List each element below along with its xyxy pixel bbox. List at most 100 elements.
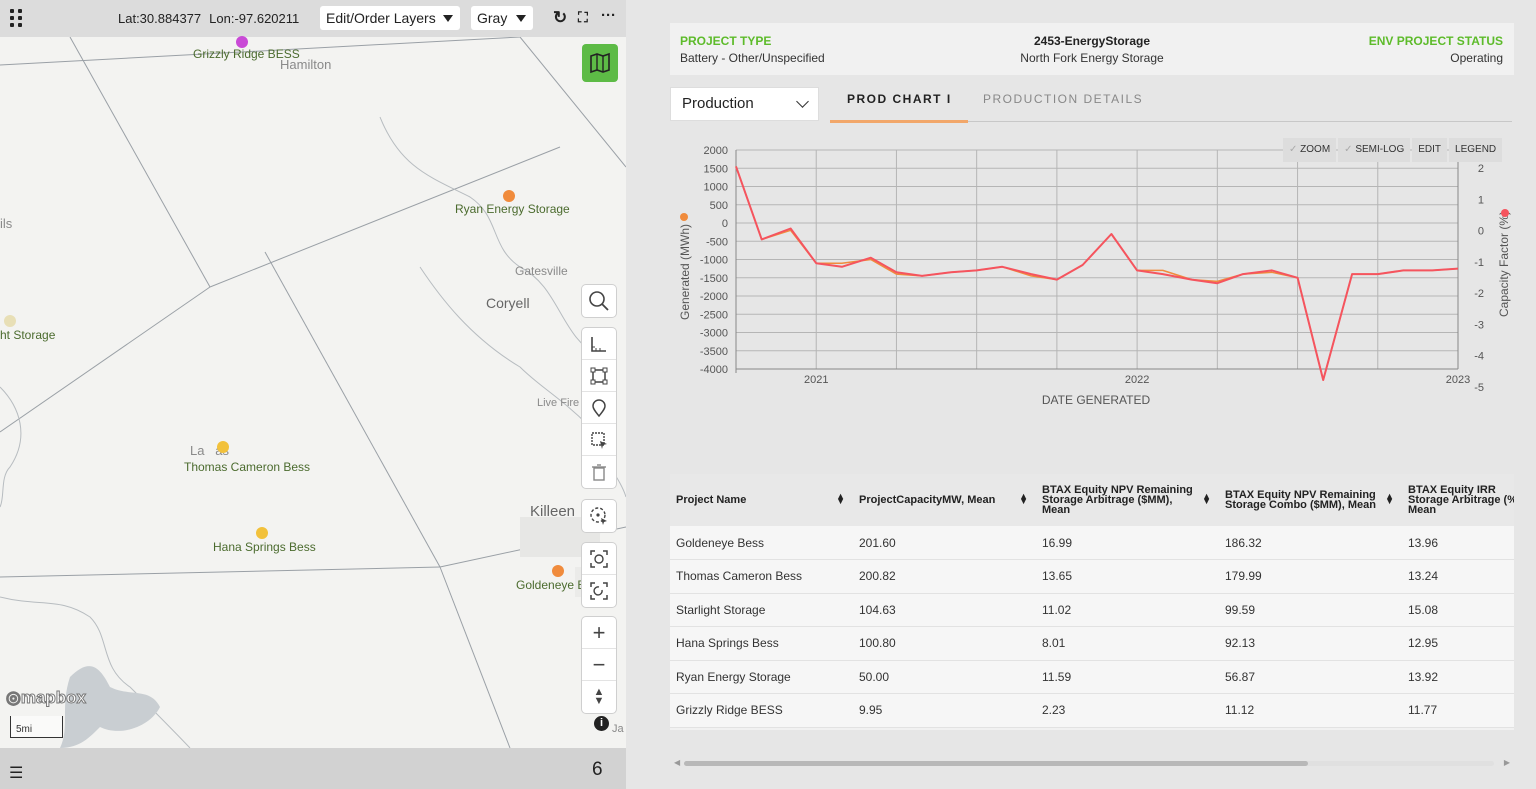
map-label-starlight: ht Storage: [0, 328, 56, 342]
project-name: North Fork Energy Storage: [1020, 51, 1164, 65]
horizontal-scrollbar[interactable]: ◀ ▶: [670, 758, 1514, 768]
measure-button[interactable]: [582, 328, 616, 360]
table-cell: 13.65: [1036, 559, 1219, 594]
map-marker-starlight[interactable]: [4, 315, 16, 327]
table-cell: Hana Springs Bess: [670, 626, 853, 661]
radius-control: [582, 500, 616, 532]
sort-icon[interactable]: ▲ ▼: [836, 491, 845, 506]
fullscreen-icon[interactable]: ⛶: [578, 9, 588, 25]
map-marker-thomas-cameron[interactable]: [217, 441, 229, 453]
column-header-label: BTAX Equity IRR Storage Arbitrage (%), M…: [1408, 484, 1514, 516]
minus-icon: −: [592, 651, 606, 677]
latitude-readout: Lat:30.884377: [118, 11, 202, 26]
map-canvas[interactable]: [0, 37, 626, 748]
table-row[interactable]: Thomas Cameron Bess 200.82 13.65 179.99 13.2…: [670, 559, 1514, 594]
column-header-label: ProjectCapacityMW, Mean: [859, 494, 996, 506]
column-header[interactable]: BTAX Equity NPV Remaining Storage Arbitr…: [1036, 474, 1219, 526]
y2-tick-label: 2: [1478, 163, 1484, 175]
scroll-left-icon[interactable]: ◀: [674, 758, 681, 767]
drag-handle-icon[interactable]: [10, 9, 24, 27]
ruler-icon: [591, 336, 606, 352]
radius-search-button[interactable]: [582, 500, 616, 532]
table-row[interactable]: Starlight Storage 104.63 11.02 99.59 15.08: [670, 593, 1514, 627]
chart-type-select[interactable]: Production: [670, 87, 819, 121]
plus-icon: +: [592, 619, 606, 645]
column-header-label: BTAX Equity NPV Remaining Storage Arbitr…: [1042, 484, 1193, 516]
edit-layers-select[interactable]: Edit/Order Layers: [320, 6, 460, 30]
y2-axis-label: Capacity Factor (%): [1497, 211, 1511, 317]
y-axis-label: Generated (MWh): [678, 224, 692, 320]
compass-button[interactable]: ▲ ▼: [582, 681, 616, 713]
semi-log-toggle[interactable]: ✓ SEMI-LOG: [1338, 138, 1411, 162]
table-cell: 11.77: [1402, 693, 1514, 728]
legend-toggle[interactable]: LEGEND: [1449, 138, 1503, 162]
reset-view-button[interactable]: [582, 575, 616, 607]
search-button[interactable]: [582, 285, 616, 317]
zoom-out-button[interactable]: −: [582, 649, 616, 681]
y-tick-label: -1500: [700, 273, 728, 285]
y2-tick-label: -2: [1474, 288, 1484, 300]
scroll-thumb[interactable]: [684, 761, 1308, 766]
scale-label: 5mi: [16, 724, 33, 735]
zoom-toggle[interactable]: ✓ ZOOM: [1283, 138, 1337, 162]
zoom-to-extent-button[interactable]: [582, 543, 616, 575]
more-options-icon[interactable]: ···: [601, 7, 616, 24]
y-tick-label: -4000: [700, 364, 728, 376]
sort-icon[interactable]: ▲ ▼: [1385, 491, 1394, 506]
chart-type-value: Production: [682, 95, 754, 112]
y2-tick-label: -3: [1474, 319, 1484, 331]
tab-production-details[interactable]: PRODUCTION DETAILS: [983, 92, 1144, 106]
project-id: 2453-EnergyStorage: [1033, 34, 1151, 48]
table-row[interactable]: Ryan Energy Storage 50.00 11.59 56.87 13.92: [670, 660, 1514, 694]
y2-series-legend-dot: [1501, 209, 1509, 217]
table-cell: Thomas Cameron Bess: [670, 559, 853, 594]
delete-drawing-button[interactable]: [582, 456, 616, 488]
table-row[interactable]: Hana Springs Bess 100.80 8.01 92.13 12.95: [670, 626, 1514, 661]
tab-prod-chart[interactable]: PROD CHART I: [847, 92, 952, 106]
layers-toggle-button[interactable]: [582, 44, 618, 82]
map-marker-goldeneye[interactable]: [552, 565, 564, 577]
info-icon[interactable]: i: [594, 716, 609, 731]
draw-point-button[interactable]: [582, 392, 616, 424]
column-header[interactable]: ProjectCapacityMW, Mean ▲ ▼: [853, 474, 1036, 526]
radius-icon: [590, 507, 607, 525]
select-features-button[interactable]: [582, 424, 616, 456]
table-cell: 200.82: [853, 559, 1036, 594]
refresh-icon[interactable]: ↻: [553, 8, 568, 27]
production-chart[interactable]: 2000 1500 1000 500 0 -500 -1000 -1500 -2000 -2500…: [648, 132, 1536, 412]
column-header[interactable]: BTAX Equity NPV Remaining Storage Combo …: [1219, 474, 1402, 526]
table-cell: 16.99: [1036, 526, 1219, 560]
column-header[interactable]: BTAX Equity IRR Storage Arbitrage (%), M…: [1402, 474, 1514, 526]
y2-tick-label: -5: [1474, 382, 1484, 394]
sort-icon[interactable]: ▲ ▼: [1019, 491, 1028, 506]
y2-tick-label: -1: [1474, 257, 1484, 269]
zoom-control: + − ▲ ▼: [582, 617, 616, 713]
y-axis-ticks: 2000 1500 1000 500 0 -500 -1000 -1500 -2000 -2500…: [700, 145, 728, 376]
table-cell: 186.32: [1219, 526, 1402, 560]
table-cell: 201.60: [853, 526, 1036, 560]
map-label-grizzly-ridge: Grizzly Ridge BESS: [193, 47, 300, 61]
map-marker-hana-springs[interactable]: [256, 527, 268, 539]
table-cell: 100.80: [853, 626, 1036, 661]
table-cell: 56.87: [1219, 660, 1402, 694]
map-label-thomas-cameron: Thomas Cameron Bess: [184, 460, 311, 474]
column-header[interactable]: Project Name ▲ ▼: [670, 474, 853, 526]
basemap-style-select[interactable]: Gray: [471, 6, 533, 30]
map-marker-ryan-energy[interactable]: [503, 190, 515, 202]
draw-rectangle-button[interactable]: [582, 360, 616, 392]
table-row[interactable]: Goldeneye Bess 201.60 16.99 186.32 13.96: [670, 526, 1514, 560]
sort-icon[interactable]: ▲ ▼: [1202, 491, 1211, 506]
y-tick-label: -2000: [700, 291, 728, 303]
map-panel[interactable]: Lat:30.884377 Lon:-97.620211 Edit/Order L…: [0, 0, 626, 789]
table-cell: 12.95: [1402, 626, 1514, 661]
list-icon[interactable]: ☰: [9, 765, 24, 782]
table-cell: 9.95: [853, 693, 1036, 728]
edit-chart-button[interactable]: EDIT: [1412, 138, 1448, 162]
scroll-right-icon[interactable]: ▶: [1503, 758, 1510, 767]
y-tick-label: 0: [722, 218, 728, 230]
zoom-in-button[interactable]: +: [582, 617, 616, 649]
trash-icon: [592, 464, 606, 481]
map-marker-grizzly-ridge[interactable]: [236, 36, 248, 48]
table-row[interactable]: Grizzly Ridge BESS 9.95 2.23 11.12 11.77: [670, 693, 1514, 728]
town-label: Coryell: [486, 295, 530, 311]
